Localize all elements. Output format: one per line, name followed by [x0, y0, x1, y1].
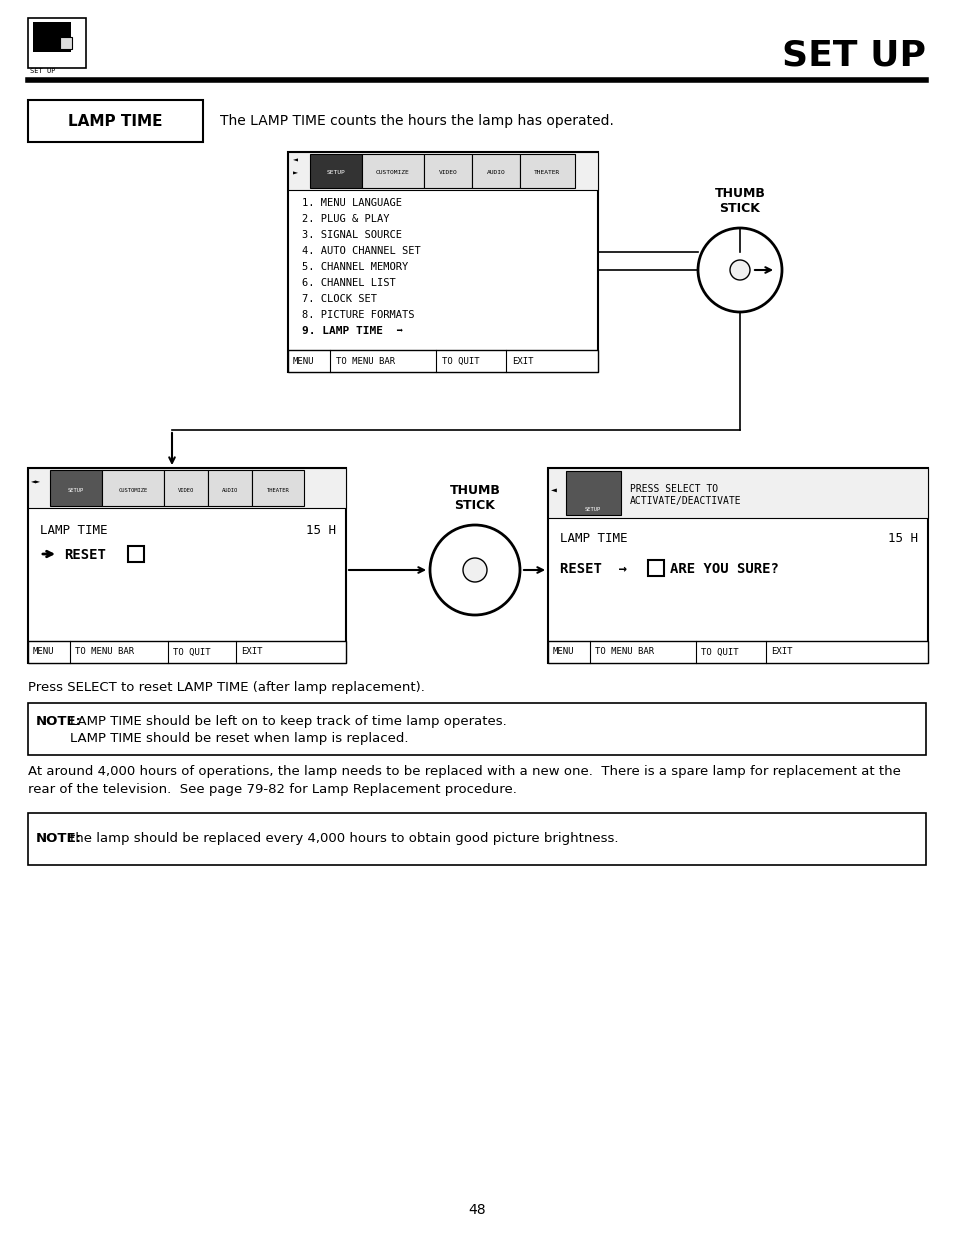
Bar	[519, 154, 575, 188]
Text: 5. CHANNEL MEMORY: 5. CHANNEL MEMORY	[302, 262, 408, 272]
Bar	[547, 468, 927, 517]
Text: ◄: ◄	[293, 156, 297, 165]
Text: 1. MENU LANGUAGE: 1. MENU LANGUAGE	[302, 198, 401, 207]
Text: LAMP TIME: LAMP TIME	[68, 114, 162, 128]
Text: SETUP: SETUP	[68, 488, 84, 493]
Bar	[565, 471, 620, 515]
Bar	[102, 471, 164, 506]
Text: RESET  →: RESET →	[559, 562, 626, 576]
Text: SETUP: SETUP	[326, 169, 345, 174]
Text: ►: ►	[293, 169, 297, 178]
Text: MENU: MENU	[293, 357, 314, 366]
Text: 7. CLOCK SET: 7. CLOCK SET	[302, 294, 376, 304]
Bar	[28, 703, 925, 755]
Bar	[361, 154, 423, 188]
Text: EXIT: EXIT	[770, 647, 792, 657]
Bar	[423, 154, 472, 188]
Text: 15 H: 15 H	[306, 524, 335, 537]
Text: AUDIO: AUDIO	[222, 488, 238, 493]
Text: TO QUIT: TO QUIT	[700, 647, 738, 657]
Text: THEATER: THEATER	[266, 488, 289, 493]
Text: ◄►: ◄►	[30, 478, 41, 487]
Text: EXIT: EXIT	[512, 357, 533, 366]
Bar	[288, 152, 598, 372]
Text: MENU: MENU	[33, 647, 54, 657]
Bar	[28, 641, 346, 663]
Text: 48: 48	[468, 1203, 485, 1216]
Text: EXIT: EXIT	[241, 647, 262, 657]
Text: 3. SIGNAL SOURCE: 3. SIGNAL SOURCE	[302, 230, 401, 240]
Bar	[547, 468, 927, 663]
Bar	[288, 350, 598, 372]
Bar	[310, 154, 361, 188]
Text: ◄: ◄	[551, 485, 557, 495]
Bar	[472, 154, 519, 188]
Text: TO MENU BAR: TO MENU BAR	[595, 647, 654, 657]
Text: ARE YOU SURE?: ARE YOU SURE?	[669, 562, 778, 576]
Bar	[547, 641, 927, 663]
Text: LAMP TIME: LAMP TIME	[559, 532, 627, 545]
Text: THUMB
STICK: THUMB STICK	[714, 186, 764, 215]
Text: CUSTOMIZE: CUSTOMIZE	[375, 169, 410, 174]
Bar	[50, 471, 102, 506]
Text: SET UP: SET UP	[781, 38, 925, 72]
Text: At around 4,000 hours of operations, the lamp needs to be replaced with a new on: At around 4,000 hours of operations, the…	[28, 764, 900, 778]
Text: THUMB
STICK: THUMB STICK	[449, 484, 500, 513]
Circle shape	[698, 228, 781, 312]
Text: 2. PLUG & PLAY: 2. PLUG & PLAY	[302, 214, 389, 224]
Text: The LAMP TIME counts the hours the lamp has operated.: The LAMP TIME counts the hours the lamp …	[220, 114, 613, 128]
Bar	[28, 100, 203, 142]
Text: 15 H: 15 H	[887, 532, 917, 545]
Text: Press SELECT to reset LAMP TIME (after lamp replacement).: Press SELECT to reset LAMP TIME (after l…	[28, 680, 424, 694]
Text: CUSTOMIZE: CUSTOMIZE	[118, 488, 148, 493]
Circle shape	[430, 525, 519, 615]
Bar	[164, 471, 208, 506]
Bar	[128, 546, 144, 562]
Bar	[288, 152, 598, 190]
Text: NOTE:: NOTE:	[36, 832, 82, 846]
Text: TO MENU BAR: TO MENU BAR	[335, 357, 395, 366]
Bar	[33, 22, 71, 52]
Text: MENU: MENU	[553, 647, 574, 657]
Text: 4. AUTO CHANNEL SET: 4. AUTO CHANNEL SET	[302, 246, 420, 256]
Bar	[28, 468, 346, 663]
Bar	[28, 468, 346, 508]
Text: the lamp should be replaced every 4,000 hours to obtain good picture brightness.: the lamp should be replaced every 4,000 …	[36, 832, 618, 846]
Text: RESET: RESET	[64, 548, 106, 562]
Text: 6. CHANNEL LIST: 6. CHANNEL LIST	[302, 278, 395, 288]
Circle shape	[462, 558, 486, 582]
Text: AUDIO: AUDIO	[486, 169, 505, 174]
Text: ACTIVATE/DEACTIVATE: ACTIVATE/DEACTIVATE	[629, 496, 740, 506]
Text: LAMP TIME should be reset when lamp is replaced.: LAMP TIME should be reset when lamp is r…	[36, 732, 408, 745]
Bar	[28, 813, 925, 864]
Text: PRESS SELECT TO: PRESS SELECT TO	[629, 484, 718, 494]
Bar	[28, 19, 86, 68]
Text: 9. LAMP TIME  ➡: 9. LAMP TIME ➡	[302, 326, 403, 336]
Bar	[60, 37, 71, 49]
Text: LAMP TIME: LAMP TIME	[40, 524, 108, 537]
Text: SET UP: SET UP	[30, 68, 55, 74]
Bar	[208, 471, 252, 506]
Text: LAMP TIME should be left on to keep track of time lamp operates.: LAMP TIME should be left on to keep trac…	[36, 715, 506, 727]
Text: SETUP: SETUP	[584, 508, 600, 513]
Text: TO QUIT: TO QUIT	[172, 647, 211, 657]
Text: THEATER: THEATER	[534, 169, 559, 174]
Text: rear of the television.  See page 79-82 for Lamp Replacement procedure.: rear of the television. See page 79-82 f…	[28, 783, 517, 797]
Bar	[647, 559, 663, 576]
Text: 8. PICTURE FORMATS: 8. PICTURE FORMATS	[302, 310, 414, 320]
Circle shape	[729, 261, 749, 280]
Text: VIDEO: VIDEO	[177, 488, 193, 493]
Bar	[252, 471, 304, 506]
Text: TO MENU BAR: TO MENU BAR	[75, 647, 134, 657]
Text: TO QUIT: TO QUIT	[441, 357, 479, 366]
Text: VIDEO: VIDEO	[438, 169, 456, 174]
Text: NOTE:: NOTE:	[36, 715, 82, 727]
